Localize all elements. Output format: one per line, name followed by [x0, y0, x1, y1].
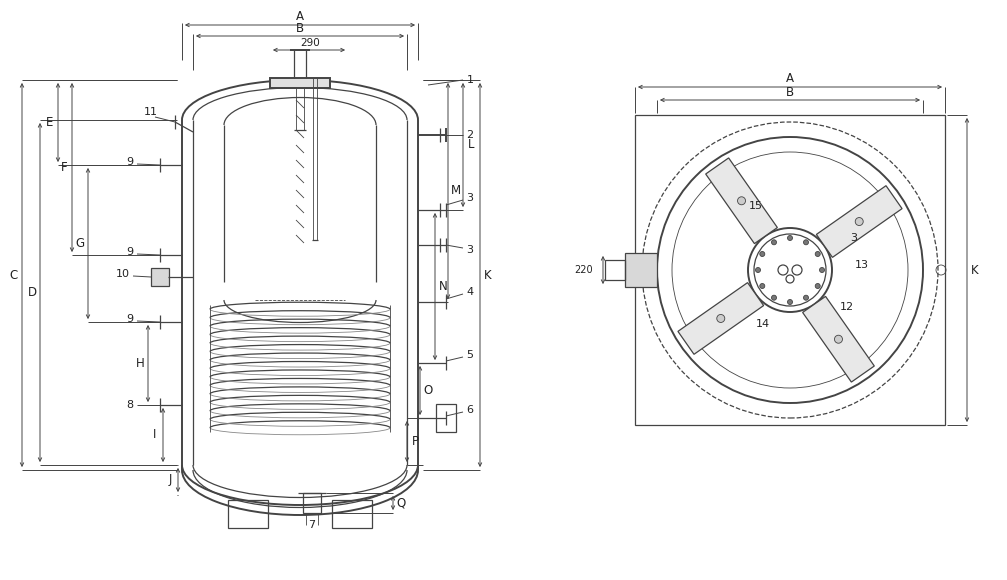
Circle shape — [804, 295, 809, 300]
Bar — [228, 500, 268, 528]
Circle shape — [760, 252, 764, 256]
Circle shape — [787, 299, 793, 305]
Text: 5: 5 — [466, 350, 473, 360]
Text: 7: 7 — [308, 520, 315, 530]
Circle shape — [816, 284, 821, 288]
Text: K: K — [971, 263, 979, 277]
Text: F: F — [60, 161, 67, 174]
Text: 11: 11 — [144, 107, 158, 117]
Text: E: E — [46, 116, 53, 129]
Text: N: N — [439, 280, 447, 293]
Polygon shape — [803, 296, 874, 382]
Circle shape — [755, 267, 760, 273]
Text: 9: 9 — [127, 314, 134, 324]
Text: B: B — [785, 86, 795, 100]
Text: I: I — [153, 429, 157, 441]
Polygon shape — [678, 282, 763, 354]
Text: D: D — [27, 286, 36, 299]
Bar — [303, 493, 321, 513]
Text: 13: 13 — [855, 260, 869, 270]
Bar — [635, 115, 945, 425]
Text: 9: 9 — [127, 247, 134, 257]
Text: Q: Q — [397, 496, 406, 509]
Text: 10: 10 — [116, 269, 130, 279]
Text: G: G — [76, 237, 85, 250]
Bar — [436, 404, 456, 432]
Text: 2: 2 — [466, 130, 473, 140]
Bar — [151, 268, 169, 286]
Text: C: C — [10, 269, 18, 282]
Text: J: J — [168, 473, 171, 487]
Text: B: B — [296, 23, 304, 35]
Circle shape — [855, 218, 863, 226]
Text: 14: 14 — [756, 319, 770, 329]
Text: 3: 3 — [466, 245, 473, 255]
Text: A: A — [296, 10, 304, 24]
Bar — [625, 253, 657, 287]
Text: 1: 1 — [466, 75, 473, 85]
Text: 9: 9 — [127, 157, 134, 167]
Circle shape — [816, 252, 821, 256]
Text: L: L — [467, 139, 474, 151]
Polygon shape — [706, 158, 777, 244]
Text: 15: 15 — [749, 201, 763, 211]
Circle shape — [820, 267, 825, 273]
Text: A: A — [786, 72, 794, 85]
Text: 4: 4 — [466, 287, 473, 297]
Circle shape — [717, 314, 725, 322]
Text: 8: 8 — [127, 400, 134, 410]
Circle shape — [771, 295, 776, 300]
Text: K: K — [484, 269, 491, 282]
Text: M: M — [451, 184, 461, 198]
Text: 220: 220 — [574, 265, 593, 275]
Circle shape — [804, 240, 809, 245]
Text: O: O — [423, 384, 433, 397]
Text: 290: 290 — [300, 38, 320, 48]
Text: 6: 6 — [466, 405, 473, 415]
Circle shape — [771, 240, 776, 245]
Text: 3: 3 — [851, 233, 858, 243]
Text: H: H — [136, 357, 144, 370]
Circle shape — [835, 335, 843, 343]
Text: P: P — [412, 435, 419, 448]
Circle shape — [760, 284, 764, 288]
Bar — [605, 260, 625, 280]
Circle shape — [737, 197, 745, 205]
Circle shape — [787, 235, 793, 241]
Text: 12: 12 — [840, 302, 854, 312]
Bar — [270, 78, 330, 88]
Bar — [332, 500, 372, 528]
Polygon shape — [817, 186, 902, 258]
Text: 3: 3 — [466, 193, 473, 203]
